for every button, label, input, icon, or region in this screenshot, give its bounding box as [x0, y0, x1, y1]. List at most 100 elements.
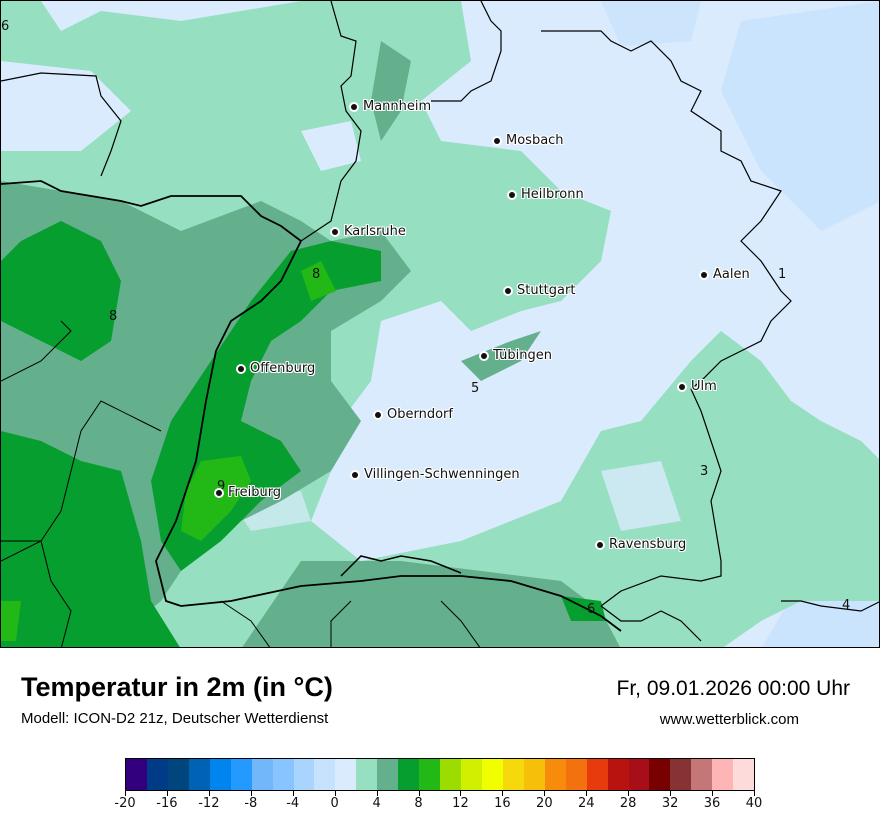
colorbar-segment — [649, 759, 671, 790]
colorbar-segment — [126, 759, 147, 790]
city-dot-icon — [351, 103, 357, 110]
contour-label: 4 — [842, 598, 851, 613]
colorbar-tick-label: 0 — [330, 796, 339, 811]
city-dot-icon — [509, 191, 515, 198]
colorbar-tick-label: 4 — [372, 796, 381, 811]
colorbar-segment — [251, 759, 273, 790]
colorbar-segment — [209, 759, 231, 790]
map-title: Temperatur in 2m (in °C) — [21, 672, 333, 702]
contour-label: 5 — [471, 381, 480, 396]
city-dot-icon — [679, 383, 685, 390]
colorbar-tick — [418, 791, 420, 796]
colorbar-segment — [356, 759, 378, 790]
colorbar-tick-label: 20 — [536, 796, 553, 811]
colorbar-segment — [461, 759, 482, 790]
contour-label: 6 — [587, 602, 596, 617]
colorbar-segment — [523, 759, 545, 790]
colorbar-segment — [230, 759, 252, 790]
contour-label: 8 — [109, 309, 118, 324]
colorbar-segment — [335, 759, 357, 790]
city-mosbach: Mosbach — [494, 133, 564, 148]
colorbar-tick-label: 40 — [745, 796, 763, 811]
colorbar-tick-label: -16 — [156, 796, 178, 811]
colorbar-segment — [167, 759, 189, 790]
city-dot-icon — [238, 365, 244, 372]
temperature-field — [1, 1, 879, 647]
colorbar-tick-label: 12 — [452, 796, 469, 811]
city-dot-icon — [494, 137, 500, 144]
city-offenburg: Offenburg — [238, 361, 315, 376]
temperature-colorbar — [125, 758, 755, 791]
colorbar-tick-label: -8 — [244, 796, 258, 811]
contour-label: 1 — [778, 267, 787, 282]
colorbar-segment — [712, 759, 734, 790]
city-stuttgart: Stuttgart — [505, 283, 575, 298]
colorbar-segment — [293, 759, 315, 790]
city-dot-icon — [352, 471, 358, 478]
colorbar-segment — [607, 759, 629, 790]
city-dot-icon — [216, 489, 222, 496]
colorbar-segment — [146, 759, 168, 790]
colorbar-tick — [586, 791, 588, 796]
colorbar-segment — [502, 759, 524, 790]
colorbar-tick — [628, 791, 630, 796]
colorbar-tick — [376, 791, 378, 796]
city-dot-icon — [375, 411, 381, 418]
city-dot-icon — [332, 228, 338, 235]
website-credit: www.wetterblick.com — [659, 711, 799, 728]
colorbar-tick — [166, 791, 168, 796]
city-karlsruhe: Karlsruhe — [332, 224, 406, 239]
colorbar-tick-label: 16 — [494, 796, 511, 811]
colorbar-tick — [712, 791, 714, 796]
colorbar-tick — [460, 791, 462, 796]
contour-label: 8 — [312, 267, 321, 282]
city-villingen-schwenningen: Villingen-Schwenningen — [352, 467, 520, 482]
temperature-map: 6 8 8 1 5 3 9 6 4 Mannheim Mosbach Heilb… — [0, 0, 880, 648]
colorbar-segment — [565, 759, 587, 790]
colorbar-segment — [733, 759, 755, 790]
city-freiburg: Freiburg — [216, 485, 281, 500]
city-dot-icon — [701, 271, 707, 278]
colorbar-segment — [188, 759, 210, 790]
city-mannheim: Mannheim — [351, 99, 431, 114]
colorbar-tick — [670, 791, 672, 796]
colorbar-tick-label: 32 — [661, 796, 679, 811]
contour-label: 9 — [217, 479, 226, 494]
colorbar-tick — [125, 791, 126, 796]
model-subtitle: Modell: ICON-D2 21z, Deutscher Wetterdie… — [21, 710, 329, 727]
contour-label: 6 — [1, 19, 10, 34]
colorbar-tick-label: -12 — [198, 796, 220, 811]
colorbar-segment — [419, 759, 441, 790]
colorbar-segment — [670, 759, 692, 790]
colorbar-segment — [440, 759, 461, 790]
colorbar-tick-label: 24 — [577, 796, 595, 811]
colorbar-tick — [292, 791, 294, 796]
colorbar-segment — [544, 759, 566, 790]
city-dot-icon — [481, 352, 487, 359]
colorbar-segment — [586, 759, 608, 790]
colorbar-tick-label: -4 — [286, 796, 300, 811]
colorbar-segment — [691, 759, 713, 790]
colorbar-segment — [628, 759, 650, 790]
colorbar-tick-label: 28 — [619, 796, 637, 811]
colorbar-ticks: -20 -16 -12 -8 -4 0 4 8 12 16 20 24 28 32 36 40 — [114, 791, 762, 821]
colorbar-segment — [481, 759, 503, 790]
city-tuebingen: Tübingen — [481, 348, 552, 363]
city-ulm: Ulm — [679, 379, 717, 394]
colorbar-tick-label: 36 — [703, 796, 721, 811]
colorbar-tick — [208, 791, 210, 796]
colorbar-tick — [250, 791, 252, 796]
contour-label: 3 — [700, 464, 709, 479]
forecast-datetime: Fr, 09.01.2026 00:00 Uhr — [616, 677, 851, 700]
colorbar-segment — [398, 759, 420, 790]
city-dot-icon — [597, 541, 603, 548]
city-oberndorf: Oberndorf — [375, 407, 453, 422]
colorbar-segment — [314, 759, 336, 790]
colorbar-tick-label: -20 — [114, 796, 136, 811]
city-ravensburg: Ravensburg — [597, 537, 686, 552]
city-heilbronn: Heilbronn — [509, 187, 584, 202]
colorbar-segment — [377, 759, 399, 790]
colorbar-tick — [754, 791, 755, 796]
colorbar-segment — [272, 759, 294, 790]
colorbar-tick — [502, 791, 504, 796]
